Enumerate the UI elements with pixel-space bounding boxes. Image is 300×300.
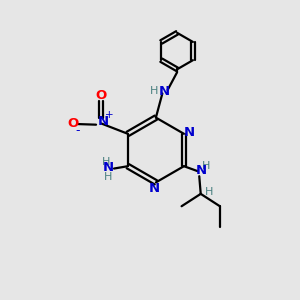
Text: N: N (158, 85, 169, 98)
Text: N: N (103, 161, 114, 174)
Text: O: O (68, 117, 79, 130)
Text: H: H (102, 157, 110, 167)
Text: H: H (202, 161, 210, 171)
Text: N: N (98, 115, 109, 128)
Text: H: H (104, 172, 112, 182)
Text: O: O (96, 89, 107, 102)
Text: +: + (105, 110, 114, 120)
Text: N: N (184, 126, 195, 139)
Text: H: H (150, 86, 158, 96)
Text: -: - (75, 124, 80, 137)
Text: H: H (205, 187, 213, 196)
Text: N: N (149, 182, 160, 195)
Text: N: N (196, 164, 207, 177)
